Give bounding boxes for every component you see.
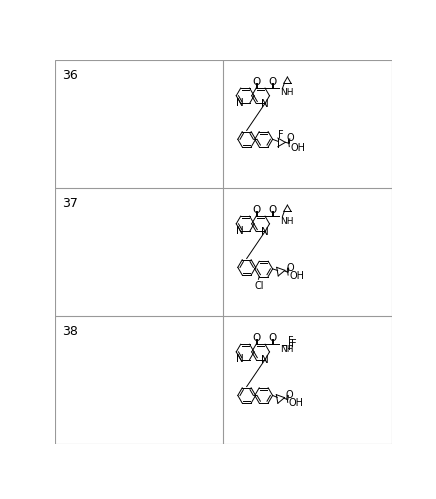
Text: 38: 38 <box>62 325 78 338</box>
Text: O: O <box>269 205 277 215</box>
Text: O: O <box>252 77 260 87</box>
Text: NH: NH <box>279 217 293 226</box>
Text: N: N <box>261 227 269 237</box>
Text: F: F <box>288 336 294 346</box>
Text: O: O <box>269 333 277 343</box>
Text: N: N <box>261 355 269 365</box>
Text: O: O <box>286 390 293 400</box>
Text: N: N <box>261 99 269 109</box>
Text: OH: OH <box>289 398 304 408</box>
Text: N: N <box>236 354 244 364</box>
Text: OH: OH <box>289 271 304 281</box>
Text: O: O <box>287 133 294 143</box>
Text: O: O <box>286 263 294 273</box>
Text: N: N <box>236 98 244 108</box>
Text: O: O <box>252 333 260 343</box>
Text: O: O <box>252 205 260 215</box>
Text: F: F <box>278 130 283 140</box>
Text: F: F <box>288 342 294 352</box>
Text: Cl: Cl <box>254 281 264 291</box>
Text: 37: 37 <box>62 197 78 210</box>
Text: OH: OH <box>290 143 305 153</box>
Text: NH: NH <box>279 345 293 354</box>
Text: O: O <box>269 76 277 86</box>
Text: N: N <box>236 227 244 237</box>
Text: 36: 36 <box>62 69 78 82</box>
Text: NH: NH <box>279 88 293 97</box>
Text: F: F <box>291 339 296 349</box>
